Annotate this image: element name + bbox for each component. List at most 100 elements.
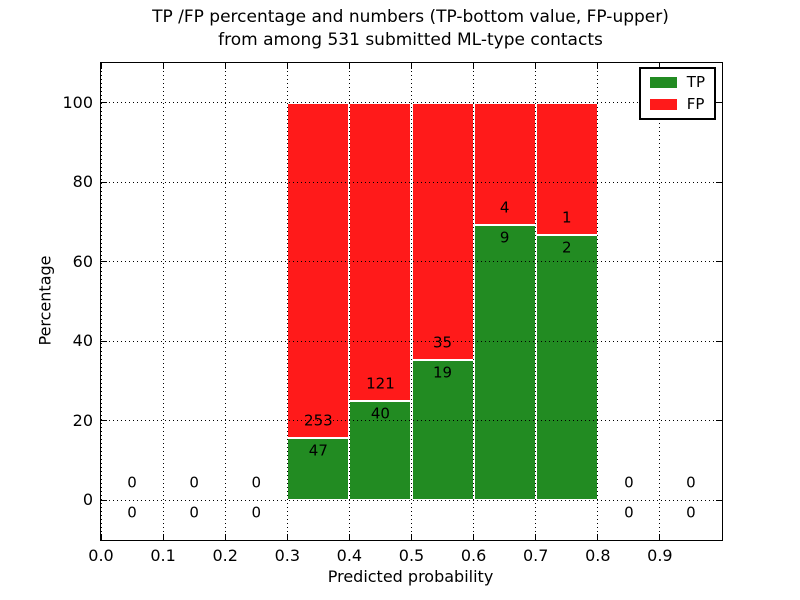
x-tick-bottom (659, 534, 661, 540)
x-tick-label: 0.2 (212, 546, 238, 565)
x-tick-top (535, 63, 537, 69)
y-tick-label: 40 (72, 331, 93, 351)
x-tick-label: 0.1 (150, 546, 176, 565)
x-tick-bottom (224, 534, 226, 540)
bar-segment-fp (473, 102, 536, 226)
tp-count-label: 2 (561, 238, 572, 257)
gridline-vertical (286, 63, 288, 540)
fp-count-label: 0 (189, 473, 199, 492)
x-axis-label: Predicted probability (327, 567, 494, 586)
y-tick-right (716, 102, 722, 104)
y-tick-right (716, 420, 722, 422)
tp-count-label: 0 (189, 503, 199, 522)
x-tick-top (100, 63, 102, 69)
fp-count-label: 0 (251, 473, 262, 492)
x-tick-top (597, 63, 599, 69)
x-tick-bottom (348, 534, 350, 540)
bar-segment-tp (287, 437, 350, 501)
x-tick-label: 0.0 (88, 546, 114, 565)
legend-item: FP (649, 95, 705, 113)
x-tick-top (224, 63, 226, 69)
tp-count-label: 0 (624, 503, 634, 522)
x-tick-label: 0.9 (647, 546, 673, 565)
x-tick-label: 0.8 (585, 546, 611, 565)
gridline-vertical (597, 63, 599, 540)
y-tick-left (101, 181, 107, 183)
tp-count-label: 47 (308, 441, 328, 460)
bar-segment-tp (473, 225, 536, 501)
fp-count-label: 0 (624, 473, 634, 492)
gridline-vertical (535, 63, 537, 540)
x-tick-bottom (473, 534, 475, 540)
legend-item: TP (649, 73, 705, 91)
gridline-vertical (162, 63, 164, 540)
tp-count-label: 0 (127, 503, 137, 522)
y-tick-right (716, 261, 722, 263)
tp-count-label: 0 (686, 503, 696, 522)
x-tick-label: 0.6 (460, 546, 487, 565)
legend-swatch (649, 77, 677, 88)
fp-count-label: 121 (366, 374, 395, 393)
x-tick-label: 0.3 (274, 546, 301, 565)
gridline-vertical (411, 63, 412, 540)
y-tick-right (716, 340, 722, 342)
y-tick-right (716, 499, 722, 501)
tp-count-label: 40 (370, 404, 390, 423)
x-tick-top (348, 63, 350, 69)
x-tick-bottom (535, 534, 537, 540)
gridline-vertical (348, 63, 350, 540)
tp-count-label: 19 (433, 363, 453, 382)
x-tick-label: 0.7 (522, 546, 549, 565)
bar-segment-tp (535, 235, 598, 501)
y-tick-left (101, 340, 107, 342)
fp-count-label: 0 (127, 473, 137, 492)
legend-swatch (649, 99, 677, 110)
x-tick-top (286, 63, 288, 69)
bar-segment-tp (349, 401, 412, 501)
chart-title: TP /FP percentage and numbers (TP-bottom… (100, 6, 721, 52)
gridline-vertical (473, 63, 475, 540)
tp-count-label: 9 (499, 228, 510, 247)
x-tick-bottom (286, 534, 288, 540)
bar-segment-tp (411, 360, 474, 501)
bar-segment-fp (535, 102, 598, 236)
legend-label: FP (686, 95, 705, 113)
fp-count-label: 4 (499, 198, 510, 217)
bar-segment-fp (411, 102, 474, 361)
gridline-vertical (100, 63, 102, 540)
legend-label: TP (686, 73, 705, 91)
x-tick-top (162, 63, 164, 69)
bar-segment-fp (349, 102, 412, 402)
y-tick-left (101, 102, 107, 104)
y-tick-left (101, 499, 107, 501)
y-tick-label: 60 (72, 251, 93, 271)
fp-count-label: 0 (686, 473, 696, 492)
chart-title-line2: from among 531 submitted ML-type contact… (218, 30, 603, 50)
y-tick-label: 100 (62, 92, 93, 112)
chart-title-line1: TP /FP percentage and numbers (TP-bottom… (152, 7, 669, 27)
x-tick-label: 0.5 (398, 546, 425, 565)
bar-segment-fp (287, 102, 350, 438)
fp-count-label: 1 (561, 208, 572, 227)
gridline-vertical (659, 63, 661, 540)
legend: TP FP (638, 67, 716, 120)
x-tick-bottom (100, 534, 102, 540)
tp-count-label: 0 (251, 503, 262, 522)
x-tick-top (473, 63, 475, 69)
x-tick-label: 0.4 (336, 546, 363, 565)
y-tick-label: 80 (72, 172, 93, 192)
plot-area: TP FP 0 0 0 0 0 0 253 47 121 40 35 19 4 9 1 2 0 0 0 0 0 20 40 60… (62, 62, 723, 565)
y-tick-left (101, 420, 107, 422)
y-tick-right (716, 181, 722, 183)
fp-count-label: 35 (433, 333, 453, 352)
y-tick-left (101, 261, 107, 263)
y-tick-label: 20 (72, 410, 93, 430)
gridline-vertical (224, 63, 226, 540)
x-tick-bottom (597, 534, 599, 540)
x-tick-top (659, 63, 661, 69)
x-tick-bottom (162, 534, 164, 540)
y-tick-label: 0 (82, 490, 93, 510)
x-tick-top (411, 63, 412, 69)
x-tick-bottom (411, 534, 412, 540)
